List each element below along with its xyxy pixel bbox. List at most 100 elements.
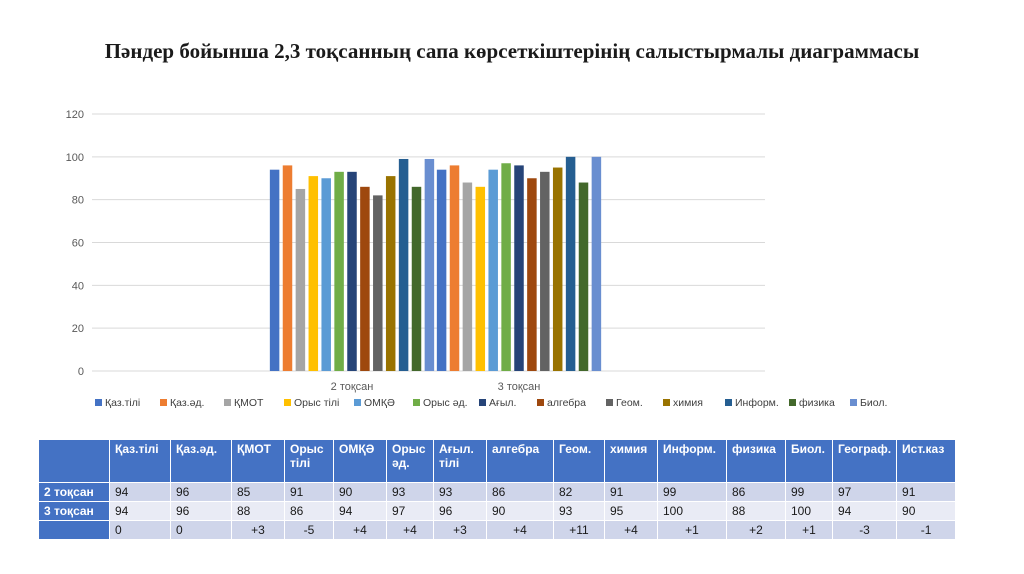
table-cell: 88 [231, 501, 285, 521]
table-cell: +4 [333, 520, 387, 540]
legend-swatch [663, 399, 670, 406]
legend-label: Қаз.әд. [170, 397, 204, 409]
y-tick-label: 40 [72, 280, 84, 292]
legend-label: ОМҚӘ [364, 397, 395, 409]
chart-legend: Қаз.тілі Қаз.әд. ҚМОТ Орыс тілі ОМҚӘ Орыс әд.… [95, 397, 887, 409]
bar [385, 176, 396, 371]
bar [565, 156, 576, 371]
bar [269, 169, 280, 371]
table-cell: +1 [657, 520, 727, 540]
bar [334, 171, 344, 371]
table-header-cell: Геом. [553, 439, 605, 483]
legend-swatch [284, 399, 291, 406]
bar [552, 167, 563, 371]
table-row-label [38, 520, 110, 540]
legend-label: Орыс әд. [423, 397, 468, 409]
bar [591, 156, 602, 371]
y-tick-label: 20 [72, 323, 84, 335]
bar [321, 178, 331, 371]
legend-swatch [850, 399, 857, 406]
legend-label: Геом. [616, 397, 643, 409]
table-cell: +4 [486, 520, 554, 540]
table-cell: -5 [284, 520, 334, 540]
table-header-cell: Географ. [831, 439, 898, 483]
data-table: Қаз.тілі Қаз.әд. ҚМОТ Орыс тілі ОМҚӘ Орыс әд.… [38, 439, 957, 540]
table-header-cell: физика [726, 439, 786, 483]
table-cell: +2 [726, 520, 786, 540]
legend-swatch [160, 399, 167, 406]
table-cell: 99 [785, 482, 833, 502]
x-axis: 2 тоқсан 3 тоқсан [331, 381, 541, 393]
table-header-cell: Қаз.әд. [170, 439, 232, 483]
page-title: Пәндер бойынша 2,3 тоқсанның сапа көрсет… [104, 39, 920, 63]
bar [449, 165, 460, 371]
y-tick-label: 100 [66, 152, 84, 164]
table-cell: 91 [896, 482, 957, 502]
legend-label: Орыс тілі [294, 397, 339, 409]
bar [436, 169, 447, 371]
table-cell: 88 [726, 501, 786, 521]
legend-label: Биол. [860, 397, 887, 409]
bar [398, 158, 409, 371]
bar [540, 171, 550, 371]
table-cell: 90 [896, 501, 957, 521]
y-tick-label: 80 [72, 195, 84, 207]
table-header-row: Қаз.тілі Қаз.әд. ҚМОТ Орыс тілі ОМҚӘ Орыс әд.… [38, 439, 957, 483]
table-cell: 97 [386, 501, 434, 521]
table-cell: +4 [386, 520, 434, 540]
table-cell: 96 [170, 501, 232, 521]
legend-swatch [606, 399, 613, 406]
table-cell: +1 [785, 520, 833, 540]
bar [578, 182, 589, 371]
bar [360, 186, 370, 371]
legend-label: химия [673, 397, 703, 409]
table-cell: 90 [486, 501, 554, 521]
table-cell: 0 [109, 520, 171, 540]
table-cell: 94 [109, 501, 171, 521]
table-cell: 95 [604, 501, 658, 521]
table-cell: 91 [284, 482, 334, 502]
table-cell: 82 [553, 482, 605, 502]
table-cell: 86 [726, 482, 786, 502]
table-cell: 0 [170, 520, 232, 540]
bar [282, 165, 293, 371]
table-cell: +11 [553, 520, 605, 540]
bar [527, 178, 537, 371]
legend-swatch [479, 399, 486, 406]
table-header-cell: ҚМОТ [231, 439, 285, 483]
table-header-cell: Информ. [657, 439, 727, 483]
legend-label: ҚМОТ [234, 397, 264, 409]
table-corner-cell [38, 439, 110, 483]
bar [462, 182, 473, 371]
table-header-cell: химия [604, 439, 658, 483]
y-axis: 0 20 40 60 80 100 120 [66, 109, 84, 378]
legend-swatch [789, 399, 796, 406]
legend-swatch [725, 399, 732, 406]
bar [424, 158, 435, 371]
bar [411, 186, 422, 371]
table-row: 3 тоқсан 94 96 88 86 94 97 96 90 93 95 100 88 100 94 90 [38, 501, 957, 521]
table-cell: +3 [231, 520, 285, 540]
bar [488, 169, 498, 371]
table-cell: 99 [657, 482, 727, 502]
bar [501, 163, 511, 371]
table-cell: 93 [386, 482, 434, 502]
bar [308, 176, 319, 371]
table-cell: 100 [657, 501, 727, 521]
table-header-cell: алгебра [486, 439, 554, 483]
legend-swatch [413, 399, 420, 406]
bar [295, 188, 306, 371]
table-cell: 86 [486, 482, 554, 502]
bar [347, 171, 357, 371]
legend-label: физика [799, 397, 835, 409]
bar-chart: 0 20 40 60 80 100 120 2 тоқсан 3 тоқсан Қаз.тіл… [66, 109, 888, 409]
table-cell: 93 [433, 482, 487, 502]
table-cell: 96 [433, 501, 487, 521]
table-header-cell: Биол. [785, 439, 833, 483]
bar [514, 165, 524, 371]
legend-swatch [95, 399, 102, 406]
chart-bars [269, 156, 602, 371]
y-tick-label: 120 [66, 109, 84, 121]
table-cell: 96 [170, 482, 232, 502]
legend-swatch [537, 399, 544, 406]
